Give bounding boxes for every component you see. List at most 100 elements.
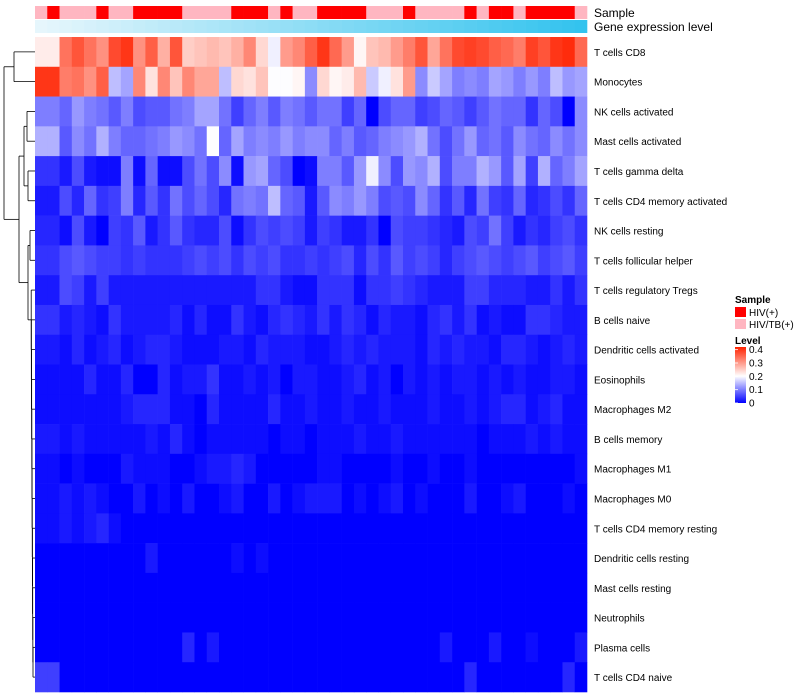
heatmap-cell-r17-c26 (353, 543, 367, 574)
heatmap-cell-r20-c39 (513, 632, 526, 663)
heatmap-cell-r0-c32 (427, 37, 441, 68)
heatmap-cell-r20-c33 (439, 632, 453, 663)
heatmap-cell-r13-c38 (501, 424, 514, 455)
heatmap-cell-r8-c17 (243, 275, 257, 306)
heatmap-cell-r15-c33 (439, 483, 453, 514)
heatmap-cell-r0-c4 (84, 37, 97, 68)
heatmap-cell-r3-c38 (501, 126, 514, 157)
heatmap-cell-r10-c1 (47, 334, 60, 365)
heatmap-cell-r16-c0 (35, 513, 48, 544)
heatmap-cell-r19-c17 (243, 602, 257, 633)
heatmap-cell-r8-c1 (47, 275, 60, 306)
heatmap-cell-r1-c6 (108, 66, 122, 97)
sample-cell-32 (427, 6, 441, 19)
heatmap-cell-r5-c31 (415, 185, 428, 216)
heatmap-cell-r0-c20 (280, 37, 293, 68)
heatmap-cell-r11-c34 (452, 364, 465, 395)
heatmap-cell-r7-c30 (403, 245, 416, 276)
heatmap-cell-r18-c9 (145, 572, 158, 603)
heatmap-cell-r5-c38 (501, 185, 514, 216)
heatmap-cell-r14-c44 (574, 453, 588, 484)
heatmap-cell-r16-c7 (120, 513, 134, 544)
heatmap-cell-r4-c38 (501, 156, 514, 187)
heatmap-cell-r1-c31 (415, 66, 428, 97)
heatmap-cell-r5-c8 (133, 185, 146, 216)
heatmap-cell-r8-c9 (145, 275, 158, 306)
heatmap-cell-r4-c24 (329, 156, 342, 187)
sample-cell-16 (231, 6, 244, 19)
heatmap-cell-r21-c24 (329, 662, 342, 693)
heatmap-cell-r1-c10 (157, 66, 171, 97)
row-label-11: Eosinophils (594, 375, 645, 386)
heatmap-cell-r19-c30 (403, 602, 416, 633)
sample-cell-25 (341, 6, 355, 19)
heatmap-cell-r1-c14 (206, 66, 220, 97)
heatmap-cell-r5-c32 (427, 185, 441, 216)
heatmap-cell-r6-c11 (169, 215, 183, 246)
heatmap-cell-r13-c18 (255, 424, 269, 455)
heatmap-cell-r15-c23 (317, 483, 330, 514)
heatmap-cell-r3-c17 (243, 126, 257, 157)
heatmap-cell-r17-c44 (574, 543, 588, 574)
heatmap-cell-r13-c17 (243, 424, 257, 455)
heatmap-cell-r13-c35 (464, 424, 477, 455)
heatmap-cell-r11-c44 (574, 364, 588, 395)
heatmap-cell-r9-c4 (84, 304, 97, 336)
heatmap-cell-r14-c6 (108, 453, 122, 484)
sample-cell-24 (329, 6, 342, 19)
heatmap-cell-r11-c6 (108, 364, 122, 395)
heatmap-cell-r8-c11 (169, 275, 183, 306)
heatmap-cell-r8-c36 (476, 275, 490, 306)
heatmap-cell-r2-c43 (562, 96, 576, 127)
heatmap-cell-r13-c24 (329, 424, 342, 455)
heatmap-cell-r8-c25 (341, 275, 355, 306)
heatmap-cell-r19-c32 (427, 602, 441, 633)
heatmap-cell-r9-c37 (488, 304, 502, 336)
heatmap-cell-r11-c15 (219, 364, 232, 395)
heatmap-cell-r18-c8 (133, 572, 146, 603)
legend-level-tick-1: 0.3 (749, 359, 763, 370)
heatmap-cell-r16-c34 (452, 513, 465, 544)
heatmap-cell-r1-c26 (353, 66, 367, 97)
heatmap-cell-r20-c13 (194, 632, 208, 663)
heatmap-cell-r11-c20 (280, 364, 293, 395)
heatmap-cell-r8-c16 (231, 275, 244, 306)
heatmap-cell-r12-c5 (96, 394, 109, 425)
gene-level-cell-5 (96, 20, 109, 33)
heatmap-cell-r2-c24 (329, 96, 342, 127)
heatmap-cell-r18-c24 (329, 572, 342, 603)
heatmap-cell-r5-c25 (341, 185, 355, 216)
heatmap-cell-r2-c5 (96, 96, 109, 127)
heatmap-cell-r7-c27 (366, 245, 379, 276)
heatmap-cell-r14-c30 (403, 453, 416, 484)
heatmap-cell-r0-c1 (47, 37, 60, 68)
row-label-3: Mast cells activated (594, 137, 681, 148)
heatmap-cell-r11-c26 (353, 364, 367, 395)
heatmap-cell-r4-c5 (96, 156, 109, 187)
heatmap-cell-r10-c14 (206, 334, 220, 365)
heatmap-cell-r9-c38 (501, 304, 514, 336)
heatmap-cell-r20-c38 (501, 632, 514, 663)
heatmap-cell-r3-c8 (133, 126, 146, 157)
heatmap-cell-r16-c31 (415, 513, 428, 544)
heatmap-cell-r7-c36 (476, 245, 490, 276)
heatmap-cell-r0-c3 (71, 37, 85, 68)
heatmap-cell-r18-c14 (206, 572, 220, 603)
heatmap-cell-r13-c29 (390, 424, 404, 455)
heatmap-cell-r1-c39 (513, 66, 526, 97)
heatmap-cell-r20-c41 (537, 632, 551, 663)
gene-level-cell-30 (403, 20, 416, 33)
heatmap-cell-r13-c11 (169, 424, 183, 455)
heatmap-cell-r21-c29 (390, 662, 404, 693)
sample-cell-44 (574, 6, 588, 19)
legend-label-hiv: HIV(+) (749, 308, 778, 319)
heatmap-cell-r13-c10 (157, 424, 171, 455)
heatmap-cell-r20-c37 (488, 632, 502, 663)
heatmap-cell-r19-c12 (182, 602, 195, 633)
heatmap-cell-r6-c41 (537, 215, 551, 246)
heatmap-cell-r1-c40 (525, 66, 539, 97)
heatmap-cell-r17-c30 (403, 543, 416, 574)
heatmap-cell-r20-c30 (403, 632, 416, 663)
heatmap-cell-r8-c3 (71, 275, 85, 306)
heatmap-cell-r6-c22 (304, 215, 318, 246)
